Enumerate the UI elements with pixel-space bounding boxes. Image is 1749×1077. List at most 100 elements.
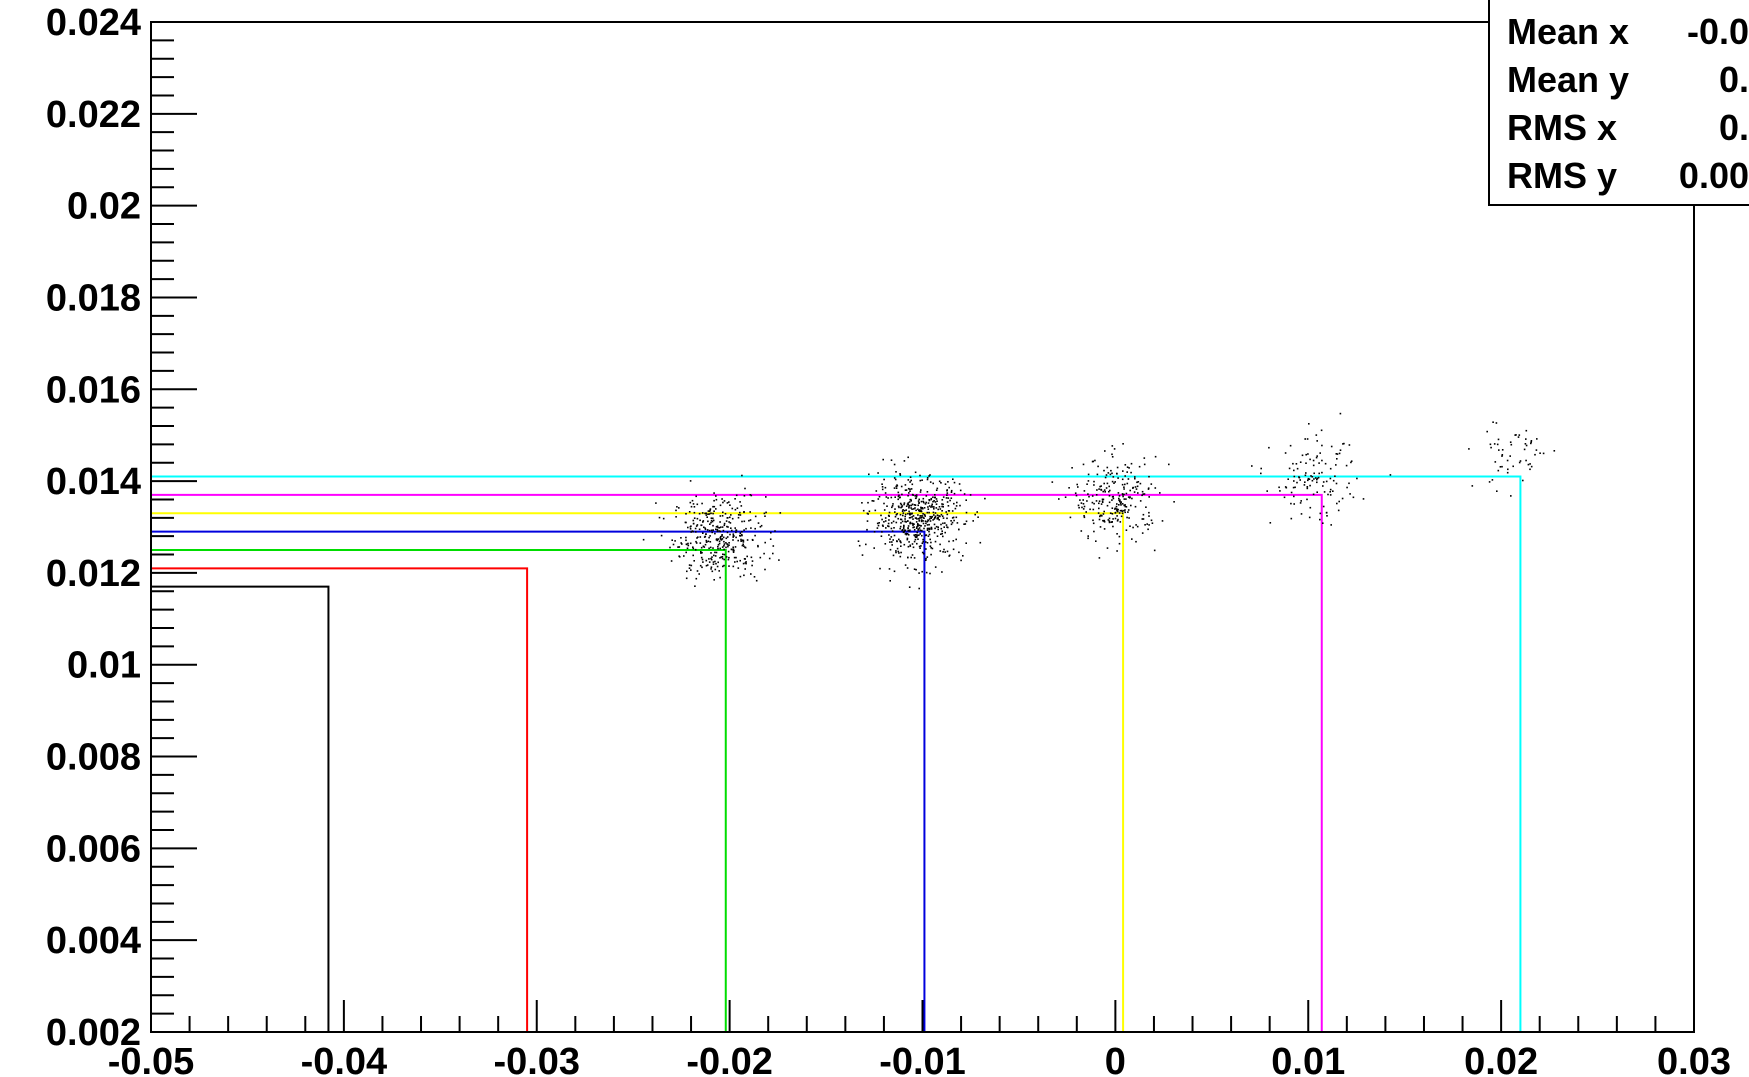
scatter-point xyxy=(721,526,724,528)
scatter-point xyxy=(911,522,913,525)
scatter-point xyxy=(1306,498,1308,501)
scatter-point xyxy=(1098,557,1101,559)
scatter-point xyxy=(887,497,889,499)
scatter-point xyxy=(947,481,949,483)
scatter-point xyxy=(1389,474,1392,476)
scatter-point xyxy=(900,551,902,554)
scatter-point xyxy=(1122,443,1124,445)
scatter-point xyxy=(701,558,704,561)
scatter-point xyxy=(1134,476,1136,478)
scatter-point xyxy=(705,533,707,535)
scatter-point xyxy=(1110,469,1112,472)
scatter-point xyxy=(708,529,711,532)
scatter-point xyxy=(1124,504,1126,506)
scatter-point xyxy=(1260,472,1262,475)
scatter-point xyxy=(906,533,909,535)
scatter-point xyxy=(893,477,896,479)
scatter-point xyxy=(927,535,930,537)
scatter-point xyxy=(1154,487,1157,489)
scatter-point xyxy=(913,523,915,525)
scatter-point xyxy=(888,525,890,528)
scatter-point xyxy=(712,505,714,508)
scatter-point xyxy=(722,529,725,532)
scatter-point xyxy=(953,492,956,495)
scatter-point xyxy=(890,527,893,530)
x-tick-label: -0.03 xyxy=(493,1041,580,1077)
scatter-point xyxy=(1530,440,1533,442)
scatter-point xyxy=(903,460,906,462)
scatter-point xyxy=(681,543,683,545)
scatter-point xyxy=(1097,465,1099,468)
scatter-point xyxy=(1134,477,1136,480)
scatter-point xyxy=(712,517,714,520)
scatter-point xyxy=(1098,488,1100,490)
scatter-point xyxy=(1118,542,1121,545)
scatter-point xyxy=(1119,500,1121,503)
scatter-point xyxy=(939,508,942,510)
scatter-point xyxy=(1117,508,1119,511)
scatter-point xyxy=(1334,475,1336,477)
scatter-point xyxy=(923,514,926,516)
scatter-point xyxy=(1106,482,1109,485)
scatter-point xyxy=(703,526,705,529)
scatter-point xyxy=(698,512,701,515)
scatter-point xyxy=(1110,521,1112,523)
scatter-point xyxy=(897,498,899,501)
scatter-point xyxy=(946,517,948,520)
scatter-point xyxy=(940,527,943,530)
scatter-point xyxy=(719,537,722,539)
scatter-point xyxy=(1142,493,1144,495)
scatter-point xyxy=(1489,443,1492,446)
scatter-point xyxy=(704,543,707,546)
scatter-point xyxy=(958,551,960,554)
scatter-point xyxy=(1173,501,1175,503)
scatter-point xyxy=(934,501,937,503)
scatter-point xyxy=(965,542,967,544)
scatter-point xyxy=(897,495,900,498)
scatter-point xyxy=(1341,497,1344,500)
scatter-point xyxy=(901,505,904,507)
scatter-point xyxy=(948,540,950,543)
scatter-point xyxy=(1118,512,1121,514)
scatter-point xyxy=(1112,518,1114,520)
scatter-point xyxy=(710,558,713,561)
scatter-point xyxy=(890,459,893,461)
scatter-point xyxy=(1507,468,1509,471)
scatter-point xyxy=(909,490,911,492)
scatter-point xyxy=(1136,481,1138,484)
scatter-point xyxy=(729,522,732,524)
scatter-point xyxy=(728,565,730,567)
scatter-point xyxy=(908,492,910,494)
scatter-point xyxy=(1525,438,1527,440)
scatter-point xyxy=(937,508,939,511)
scatter-point xyxy=(952,478,954,480)
scatter-point xyxy=(905,489,908,491)
scatter-point xyxy=(1125,498,1127,500)
scatter-point xyxy=(671,539,673,541)
scatter-point xyxy=(687,544,690,547)
scatter-point xyxy=(950,520,952,522)
scatter-point xyxy=(711,531,713,534)
scatter-point xyxy=(764,515,766,517)
scatter-point xyxy=(899,513,902,516)
scatter-point xyxy=(685,551,687,554)
scatter-point xyxy=(911,493,914,496)
scatter-point xyxy=(947,510,950,512)
scatter-point xyxy=(882,458,884,461)
scatter-point xyxy=(952,540,955,542)
scatter-point xyxy=(1100,503,1103,505)
scatter-point xyxy=(908,510,910,513)
scatter-point xyxy=(913,526,915,528)
scatter-point xyxy=(1093,484,1095,486)
scatter-point xyxy=(702,521,704,523)
scatter-point xyxy=(1083,516,1086,519)
scatter-point xyxy=(923,501,925,504)
scatter-point xyxy=(945,511,947,513)
scatter-point xyxy=(913,568,916,570)
scatter-point xyxy=(917,504,919,507)
scatter-point xyxy=(918,519,921,522)
scatter-point xyxy=(720,539,723,541)
scatter-point xyxy=(1120,504,1122,506)
scatter-point xyxy=(1299,479,1301,481)
